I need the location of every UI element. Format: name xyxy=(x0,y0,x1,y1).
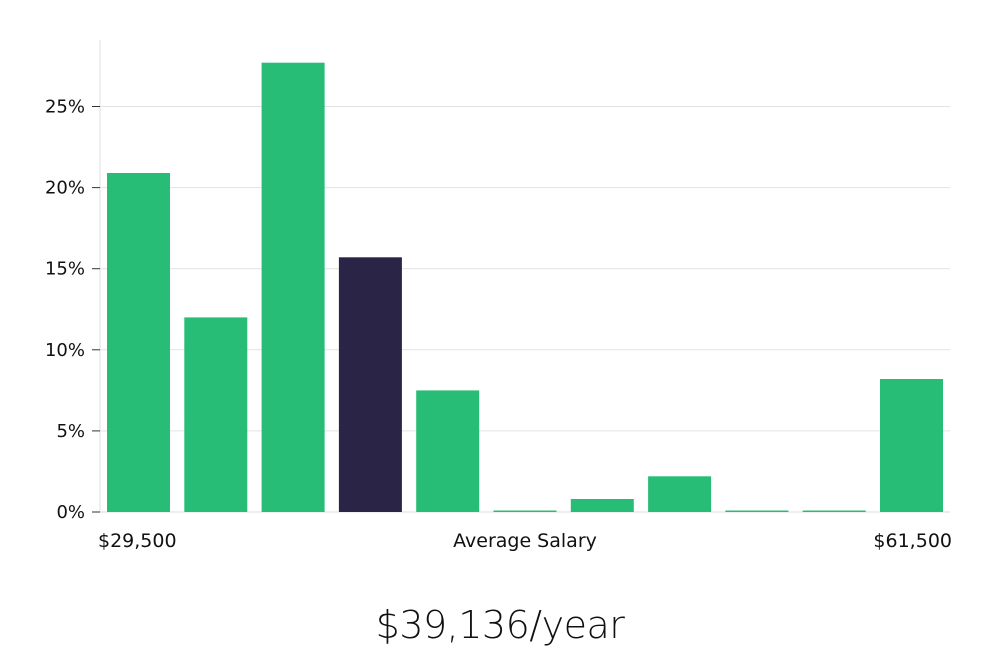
y-tick-label: 10% xyxy=(45,340,85,361)
bar xyxy=(493,510,557,512)
x-axis-max-label: $61,500 xyxy=(873,530,952,552)
y-tick-label: 15% xyxy=(45,259,85,280)
y-tick-label: 25% xyxy=(45,97,85,118)
bar-highlighted xyxy=(338,257,402,512)
bar xyxy=(802,510,866,512)
bar xyxy=(725,510,789,512)
bar xyxy=(416,390,480,512)
bars xyxy=(107,62,943,512)
bar xyxy=(570,499,634,512)
x-axis-title: Average Salary xyxy=(453,530,597,552)
y-axis-tick-labels: 0% 5% 10% 15% 20% 25% xyxy=(45,97,100,523)
y-tick-label: 5% xyxy=(56,421,85,442)
bar xyxy=(880,379,943,512)
x-axis-labels: $29,500 Average Salary $61,500 xyxy=(98,530,952,552)
bar xyxy=(261,62,325,512)
average-salary-value: $39,136/year xyxy=(375,603,625,647)
salary-histogram-chart: 0% 5% 10% 15% 20% 25% $29,500 Average Salary … xyxy=(45,40,952,552)
x-axis-min-label: $29,500 xyxy=(98,530,177,552)
bar xyxy=(107,173,170,512)
y-tick-label: 20% xyxy=(45,178,85,199)
bar xyxy=(184,317,248,512)
bar xyxy=(648,476,712,512)
y-tick-label: 0% xyxy=(56,502,85,523)
